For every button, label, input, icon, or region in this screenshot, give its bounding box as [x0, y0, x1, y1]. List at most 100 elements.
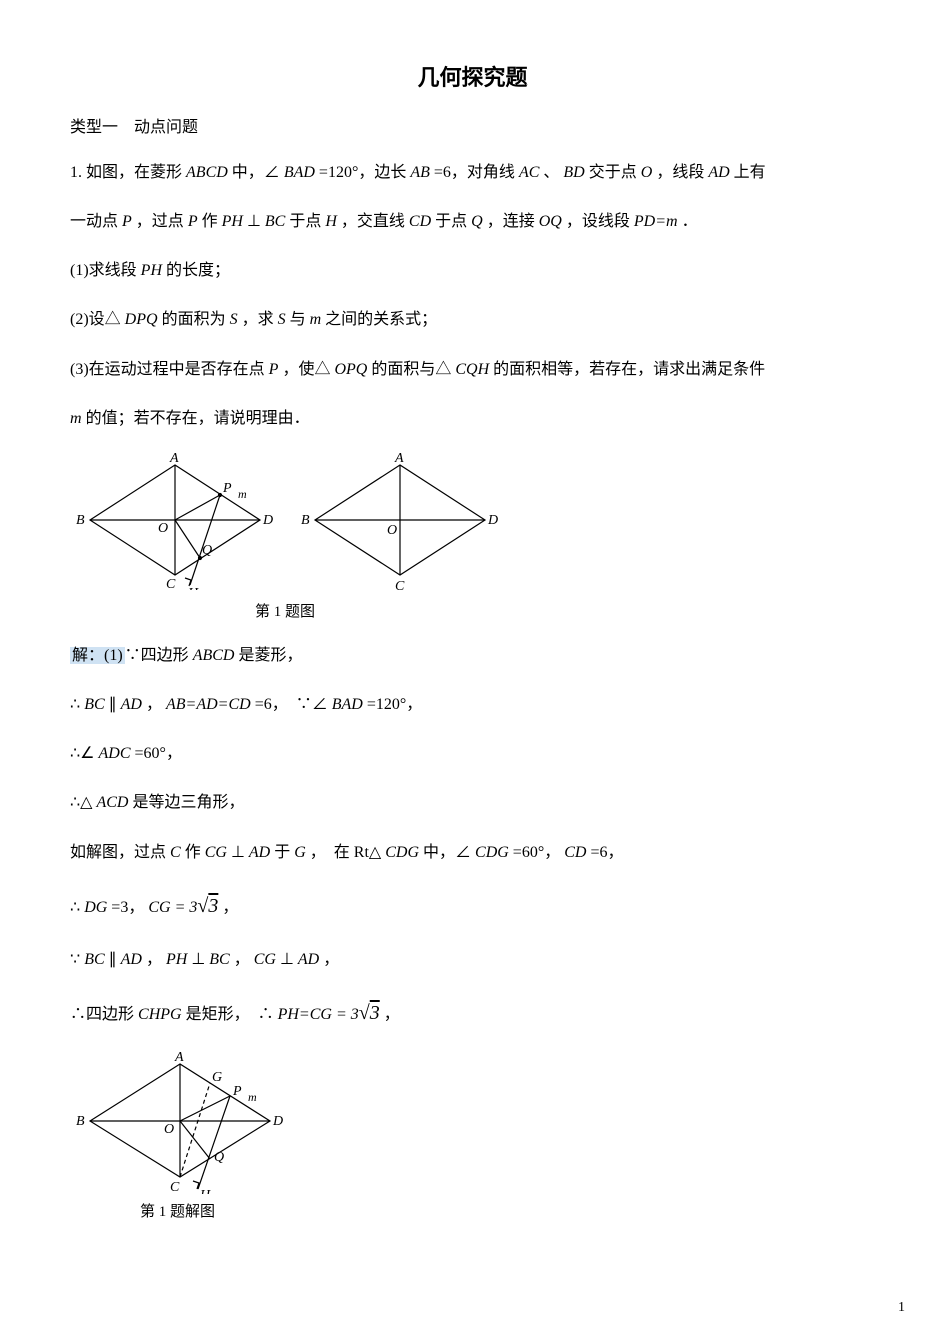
svg-text:D: D	[272, 1114, 283, 1129]
math: ABCD	[193, 647, 235, 664]
text: ， 在 Rt△	[310, 844, 381, 861]
math: CG	[205, 844, 227, 861]
math: BC	[84, 951, 104, 968]
text: 作	[185, 844, 201, 861]
svg-text:G: G	[212, 1070, 222, 1085]
text: ∴∠	[70, 745, 95, 762]
math: BC	[209, 951, 229, 968]
math: CQH	[455, 361, 489, 378]
svg-text:A: A	[174, 1050, 184, 1065]
math: ACD	[96, 794, 128, 811]
svg-text:O: O	[164, 1122, 174, 1137]
text: 如解图，过点	[70, 844, 166, 861]
math: Q	[471, 213, 483, 230]
solution-line-2: ∴ BC ∥ AD ， AB=AD=CD =6， ∵∠ BAD =120°，	[70, 687, 875, 722]
svg-text:A: A	[169, 451, 179, 466]
text: 交于点	[589, 164, 637, 181]
text: ∴	[70, 696, 80, 713]
math: AD	[708, 164, 729, 181]
text: ，	[146, 951, 162, 968]
question-3: (3)在运动过程中是否存在点 P ，使△ OPQ 的面积与△ CQH 的面积相等…	[70, 352, 875, 387]
math: CD	[409, 213, 431, 230]
math: H	[325, 213, 337, 230]
svg-text:m: m	[248, 1090, 257, 1104]
text: ∴△	[70, 794, 92, 811]
text: 的长度；	[166, 262, 230, 279]
text: 一动点	[70, 213, 118, 230]
solution-line-4: ∴△ ACD 是等边三角形，	[70, 785, 875, 820]
svg-text:Q: Q	[214, 1150, 224, 1165]
text: 之间的关系式；	[325, 311, 437, 328]
svg-text:D: D	[487, 513, 498, 528]
text: 中，∠	[232, 164, 280, 181]
math: CG	[148, 899, 170, 916]
math: BAD	[284, 164, 315, 181]
highlight: 解：(1)	[70, 647, 125, 664]
text: 、	[543, 164, 559, 181]
text: =120°，边长	[319, 164, 406, 181]
text: 于	[274, 844, 290, 861]
math: AD	[298, 951, 319, 968]
text: 1. 如图，在菱形	[70, 164, 182, 181]
figure-row-1: A B C D O P m Q H A B C D O	[70, 450, 875, 590]
math: G	[294, 844, 306, 861]
question-2: (2)设△ DPQ 的面积为 S ，求 S 与 m 之间的关系式；	[70, 302, 875, 337]
svg-text:C: C	[170, 1180, 180, 1194]
text: =3，	[111, 899, 144, 916]
figure-caption-2: 第 1 题解图	[70, 1200, 285, 1224]
text: ∵四边形	[125, 647, 189, 664]
math: O	[641, 164, 653, 181]
math: m	[310, 311, 322, 328]
math: P	[269, 361, 279, 378]
math: = 3	[336, 1006, 359, 1023]
math: AB	[410, 164, 430, 181]
text: 是等边三角形，	[132, 794, 244, 811]
solution-line-3: ∴∠ ADC =60°，	[70, 736, 875, 771]
text: 的面积与△	[371, 361, 451, 378]
text: ，使△	[282, 361, 330, 378]
text: ⊥	[231, 844, 245, 861]
math: DPQ	[125, 311, 158, 328]
math: S	[230, 311, 238, 328]
text: ⊥	[280, 951, 294, 968]
solution-diagram-wrap: A B C D O G P m Q H	[70, 1049, 875, 1194]
math: m	[70, 410, 82, 427]
svg-text:B: B	[301, 513, 310, 528]
text: ，	[234, 951, 250, 968]
math: CD	[564, 844, 586, 861]
math: ABCD	[186, 164, 228, 181]
text: ，	[222, 899, 238, 916]
text: 于点	[289, 213, 321, 230]
solution-line-1: 解：(1)∵四边形 ABCD 是菱形，	[70, 638, 875, 673]
solution-line-7: ∵ BC ∥ AD ， PH ⊥ BC ， CG ⊥ AD ，	[70, 942, 875, 977]
text: (1)求线段	[70, 262, 137, 279]
text: ∴四边形	[70, 1006, 134, 1023]
problem-statement-line2: 一动点 P ，过点 P 作 PH ⊥ BC 于点 H ，交直线 CD 于点 Q …	[70, 204, 875, 239]
diagram-left: A B C D O P m Q H	[70, 450, 275, 590]
math: AB=AD=CD	[166, 696, 251, 713]
math: P	[122, 213, 132, 230]
math: AD	[121, 951, 142, 968]
text: (3)在运动过程中是否存在点	[70, 361, 265, 378]
math: BC	[84, 696, 104, 713]
text: =60°，	[135, 745, 182, 762]
math: BC	[265, 213, 285, 230]
text: 的值；若不存在，请说明理由．	[86, 410, 310, 427]
math: AD	[121, 696, 142, 713]
text: 上有	[734, 164, 766, 181]
svg-text:C: C	[166, 577, 176, 590]
text: 中，∠	[423, 844, 471, 861]
math: PH	[141, 262, 162, 279]
text: =6， ∵∠	[255, 696, 328, 713]
svg-text:B: B	[76, 1114, 85, 1129]
text: ，线段	[656, 164, 704, 181]
text: ，连接	[487, 213, 535, 230]
svg-text:H: H	[187, 586, 199, 590]
solution-line-6: ∴ DG =3， CG = 3√3 ，	[70, 884, 875, 928]
page-title: 几何探究题	[70, 60, 875, 95]
math: CG	[254, 951, 276, 968]
math: PH	[222, 213, 243, 230]
math: S	[278, 311, 286, 328]
math: CHPG	[138, 1006, 182, 1023]
question-1: (1)求线段 PH 的长度；	[70, 253, 875, 288]
